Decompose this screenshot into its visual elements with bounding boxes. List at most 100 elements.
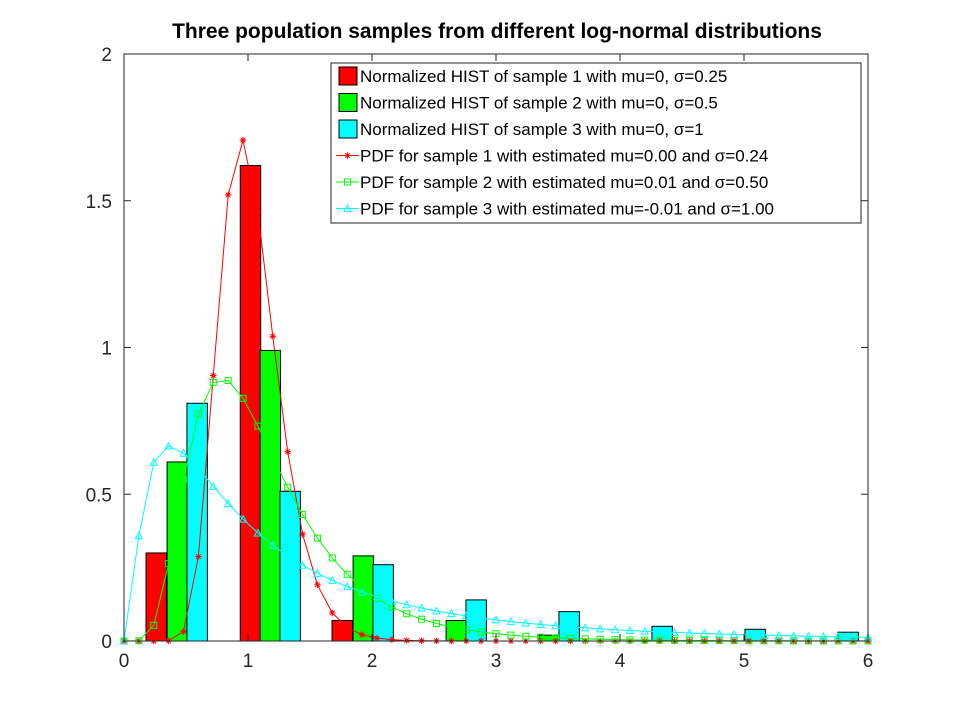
chart-title: Three population samples from different … [172,20,822,43]
pdf-marker-sample-1-18 [373,634,381,642]
legend-entry-4: PDF for sample 1 with estimated mu=0.00 … [336,147,768,166]
legend-label-3: Normalized HIST of sample 3 with mu=0, σ… [360,120,704,139]
pdf-marker-sample-2-17 [358,584,366,592]
pdf-marker-sample-3-36 [640,626,650,635]
pdf-marker-sample-3-40 [699,628,709,638]
pdf-marker-sample-3-27 [506,617,516,626]
pdf-marker-sample-2-15 [328,554,336,562]
pdf-marker-sample-2-39 [685,636,693,644]
y-tick-label-0: 0 [101,632,112,653]
pdf-marker-sample-2-33 [596,635,604,643]
pdf-marker-sample-1-13 [299,530,306,538]
x-tick-label-2: 2 [367,651,378,672]
pdf-marker-sample-2-22 [432,620,440,628]
pdf-marker-sample-1-6 [195,553,202,560]
x-tick-label-4: 4 [615,651,626,672]
pdf-marker-sample-3-34 [610,625,620,634]
pdf-marker-sample-3-38 [670,627,679,636]
pdf-marker-sample-3-10 [253,528,263,537]
legend-swatch-2 [338,93,358,112]
pdf-marker-sample-2-5 [180,476,188,484]
pdf-marker-sample-3-47 [804,631,813,640]
pdf-marker-sample-2-25 [477,628,485,636]
pdf-marker-sample-2-6 [194,410,202,418]
legend-marker-4 [344,152,351,159]
pdf-marker-sample-3-5 [179,448,188,457]
pdf-marker-sample-1-14 [314,581,321,589]
pdf-marker-sample-3-43 [744,630,754,639]
pdf-marker-sample-2-29 [537,633,545,641]
legend-swatch-1 [338,66,358,86]
pdf-marker-sample-2-14 [313,534,321,542]
pdf-marker-sample-1-16 [344,624,351,631]
pdf-marker-sample-1-11 [269,333,276,340]
pdf-marker-sample-3-39 [685,628,694,637]
x-tick-label-3: 3 [491,651,502,672]
hist-bar-sample-1-3 [331,619,353,642]
hist-bar-sample-3-3 [372,564,394,642]
pdf-marker-sample-3-8 [223,498,233,507]
pdf-marker-sample-3-42 [729,629,739,638]
pdf-marker-sample-2-9 [239,394,247,402]
pdf-marker-sample-3-17 [357,587,367,596]
pdf-marker-sample-2-3 [150,621,158,629]
pdf-marker-sample-3-6 [194,464,203,473]
legend-entry-1: Normalized HIST of sample 1 with mu=0, σ… [338,66,727,86]
pdf-marker-sample-2-4 [165,560,173,568]
pdf-marker-sample-3-46 [789,631,798,640]
pdf-marker-sample-1-7 [210,372,217,379]
pdf-marker-sample-3-44 [759,630,769,639]
hist-bar-sample-3-1 [186,402,208,642]
hist-bar-sample-2-2 [259,349,282,642]
pdf-marker-sample-3-20 [402,600,412,609]
pdf-marker-sample-3-13 [298,560,307,569]
y-tick-label-2: 2 [101,45,112,66]
pdf-marker-sample-3-14 [313,568,322,577]
pdf-marker-sample-3-45 [774,630,784,640]
hist-bar-sample-2-3 [352,555,375,642]
legend-label-4: PDF for sample 1 with estimated mu=0.00 … [360,147,768,166]
pdf-marker-sample-3-7 [208,481,218,490]
pdf-marker-sample-3-33 [595,624,605,633]
pdf-marker-sample-2-20 [403,610,411,618]
pdf-marker-sample-2-7 [209,378,217,386]
x-tick-label-6: 6 [863,651,874,672]
x-tick-label-5: 5 [739,651,750,672]
pdf-marker-sample-3-3 [149,457,159,466]
pdf-marker-sample-2-21 [418,615,426,623]
legend: Normalized HIST of sample 1 with mu=0, σ… [330,62,862,224]
pdf-marker-sample-1-8 [224,191,232,199]
legend-box [330,62,862,224]
pdf-marker-sample-1-9 [239,136,247,144]
pdf-marker-sample-3-2 [134,531,144,540]
pdf-marker-sample-2-11 [269,453,277,461]
legend-entry-3: Normalized HIST of sample 3 with mu=0, σ… [338,119,704,139]
pdf-marker-sample-3-48 [819,631,828,640]
pdf-marker-sample-3-24 [461,611,471,620]
legend-entry-5: PDF for sample 2 with estimated mu=0.01 … [336,173,768,192]
pdf-marker-sample-3-31 [566,622,575,631]
legend-entry-2: Normalized HIST of sample 2 with mu=0, σ… [338,93,718,113]
pdf-marker-sample-2-32 [581,635,589,643]
legend-label-2: Normalized HIST of sample 2 with mu=0, σ… [360,94,718,113]
pdf-marker-sample-3-11 [268,540,278,549]
pdf-marker-sample-3-37 [655,627,665,636]
pdf-marker-sample-2-16 [343,570,351,578]
pdf-marker-sample-3-32 [580,623,590,632]
legend-entry-6: PDF for sample 3 with estimated mu=-0.01… [336,200,774,219]
pdf-marker-sample-3-16 [342,582,352,591]
x-tick-label-0: 0 [119,651,130,672]
y-tick-label-1: 1 [101,339,112,360]
pdf-marker-sample-2-27 [507,631,515,639]
pdf-marker-sample-2-10 [254,422,262,430]
pdf-marker-sample-2-23 [447,623,455,631]
pdf-marker-sample-1-12 [284,448,291,455]
pdf-marker-sample-3-25 [476,613,486,622]
legend-marker-6 [343,203,352,212]
pdf-marker-sample-3-22 [432,606,441,615]
pdf-marker-sample-2-38 [671,636,679,644]
pdf-marker-sample-1-20 [403,637,410,644]
pdf-marker-sample-3-50 [848,632,858,641]
pdf-marker-sample-2-34 [611,636,619,644]
